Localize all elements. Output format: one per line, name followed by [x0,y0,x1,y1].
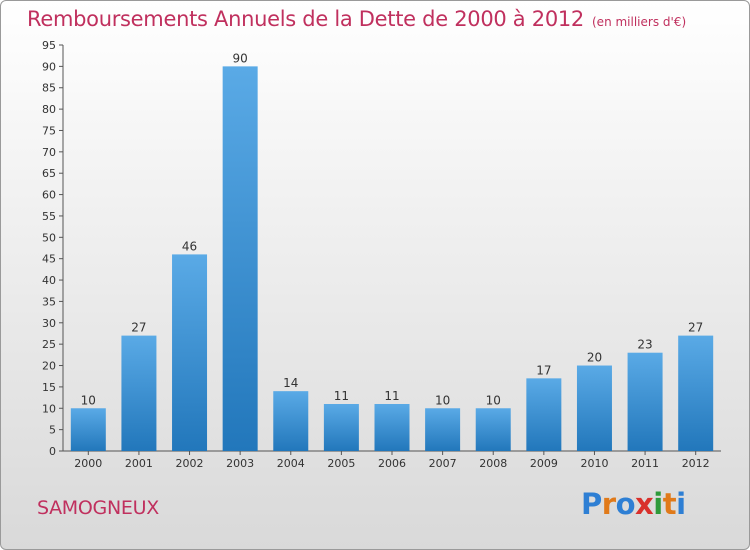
bar [678,335,714,451]
y-tick-label: 40 [42,274,56,287]
bar [627,352,663,451]
bar [121,335,157,451]
x-tick-label: 2005 [327,457,355,470]
bar [374,403,410,451]
x-tick-label: 2011 [631,457,659,470]
bar-chart: 0 5 10 15 20 25 30 35 40 45 50 55 60 65 70 75 80 85 90 95 20… [42,39,721,470]
bar [222,66,258,452]
commune-name: SAMOGNEUX [37,497,159,519]
bar [273,391,309,451]
x-tick-label: 2008 [479,457,507,470]
chart-title: Remboursements Annuels de la Dette de 20… [27,7,686,31]
data-label: 27 [131,321,146,335]
data-label: 10 [81,393,96,407]
bar [475,408,511,451]
logo-letter: x [635,487,654,521]
x-tick-label: 2003 [226,457,254,470]
data-label: 90 [233,51,248,65]
y-tick-label: 10 [42,402,56,415]
data-label: 14 [283,376,298,390]
data-label: 20 [587,351,602,365]
x-tick-label: 2004 [277,457,305,470]
data-label: 11 [334,389,349,403]
y-tick-label: 80 [42,103,56,116]
data-label: 23 [637,338,652,352]
data-label: 10 [435,393,450,407]
y-tick-label: 60 [42,189,56,202]
data-label: 10 [486,393,501,407]
x-tick-label: 2010 [580,457,608,470]
y-tick-label: 65 [42,167,56,180]
y-tick-label: 30 [42,317,56,330]
x-tick-label: 2006 [378,457,406,470]
y-tick-label: 45 [42,253,56,266]
bar [172,254,208,451]
logo-letter: i [676,487,686,521]
data-label: 46 [182,239,197,253]
y-tick-label: 35 [42,295,56,308]
y-tick-label: 95 [42,39,56,52]
x-tick-label: 2009 [530,457,558,470]
x-tick-label: 2012 [682,457,710,470]
y-tick-label: 90 [42,60,56,73]
bar [576,365,612,451]
data-label: 27 [688,321,703,335]
logo-letter: t [662,487,677,521]
chart-title-text: Remboursements Annuels de la Dette de 20… [27,7,584,31]
axes: 0 5 10 15 20 25 30 35 40 45 50 55 60 65 70 75 80 85 90 95 20… [42,39,721,470]
y-tick-label: 15 [42,381,56,394]
logo-letter: P [581,487,602,521]
x-tick-label: 2000 [74,457,102,470]
data-label: 17 [536,363,551,377]
y-tick-label: 85 [42,82,56,95]
data-label: 11 [384,389,399,403]
y-tick-label: 20 [42,360,56,373]
y-tick-label: 25 [42,338,56,351]
x-tick-label: 2001 [125,457,153,470]
unit-label: (en milliers d'€) [592,15,687,29]
y-tick-label: 55 [42,210,56,223]
bar [323,403,359,451]
logo-letter: o [615,487,636,521]
logo-letter: i [653,487,663,521]
y-tick-label: 50 [42,231,56,244]
bar [70,408,106,451]
y-tick-label: 0 [49,445,56,458]
bars: 10 27 46 90 14 11 11 10 10 17 20 23 27 [70,51,714,452]
y-tick-label: 70 [42,146,56,159]
y-tick-label: 5 [49,424,56,437]
bar [425,408,461,451]
bar [526,378,562,451]
y-tick-label: 75 [42,124,56,137]
x-tick-label: 2002 [176,457,204,470]
proxiti-logo: Proxiti [581,487,686,521]
logo-letter: r [601,487,616,521]
x-tick-label: 2007 [429,457,457,470]
